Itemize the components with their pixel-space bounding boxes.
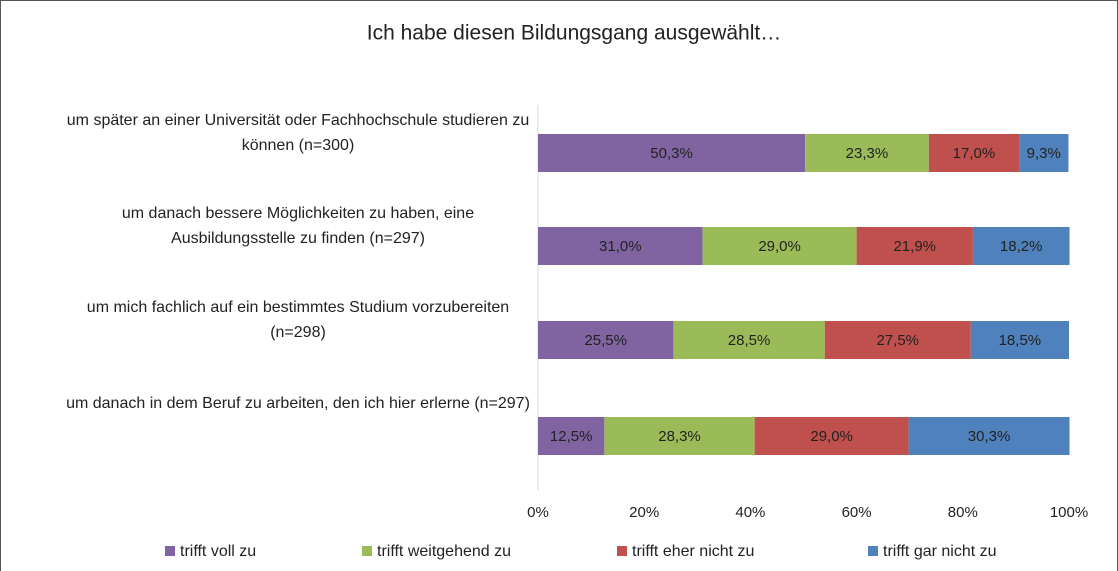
- bar-segment: [673, 321, 825, 359]
- category-label: um mich fachlich auf ein bestimmtes Stud…: [86, 299, 510, 341]
- data-label: 30,3%: [968, 428, 1011, 445]
- data-label: 27,5%: [876, 332, 919, 349]
- data-label: 21,9%: [893, 238, 936, 255]
- x-tick-label: 80%: [948, 504, 978, 521]
- data-label: 17,0%: [953, 145, 996, 162]
- legend-swatch: [868, 546, 878, 556]
- bar-segment: [928, 134, 1020, 172]
- x-tick-label: 60%: [842, 504, 872, 521]
- legend-label: trifft eher nicht zu: [632, 543, 754, 560]
- x-tick-label: 100%: [1050, 504, 1088, 521]
- data-label: 12,5%: [550, 428, 593, 445]
- x-tick-label: 40%: [735, 504, 765, 521]
- bar-segment: [908, 417, 1070, 455]
- bar-segment: [702, 227, 857, 265]
- legend-label: trifft voll zu: [180, 543, 256, 560]
- legend-label: trifft weitgehend zu: [377, 543, 511, 560]
- data-label: 23,3%: [846, 145, 889, 162]
- category-label: um danach in dem Beruf zu arbeiten, den …: [66, 395, 530, 412]
- data-label: 18,2%: [1000, 238, 1043, 255]
- legend-label: trifft gar nicht zu: [883, 543, 997, 560]
- bar-segment: [538, 227, 703, 265]
- legend-swatch: [362, 546, 372, 556]
- data-label: 28,3%: [658, 428, 701, 445]
- bar-segment: [538, 321, 674, 359]
- bar-segment: [824, 321, 971, 359]
- bar-segment: [604, 417, 755, 455]
- category-label: um danach bessere Möglichkeiten zu haben…: [121, 205, 475, 247]
- bar-segment: [805, 134, 929, 172]
- data-label: 28,5%: [728, 332, 771, 349]
- data-label: 29,0%: [810, 428, 853, 445]
- data-label: 18,5%: [999, 332, 1042, 349]
- legend-swatch: [617, 546, 627, 556]
- bar-segment: [538, 134, 806, 172]
- bar-segment: [972, 227, 1070, 265]
- chart-title: Ich habe diesen Bildungsgang ausgewählt…: [367, 22, 781, 45]
- x-tick-label: 0%: [527, 504, 549, 521]
- bar-segment: [856, 227, 973, 265]
- bar-segment: [538, 417, 605, 455]
- data-label: 50,3%: [650, 145, 693, 162]
- data-label: 9,3%: [1027, 145, 1061, 162]
- legend-swatch: [165, 546, 175, 556]
- x-tick-label: 20%: [629, 504, 659, 521]
- bar-segment: [754, 417, 909, 455]
- data-label: 31,0%: [599, 238, 642, 255]
- category-label: um später an einer Universität oder Fach…: [66, 112, 530, 154]
- data-label: 29,0%: [758, 238, 801, 255]
- bar-segment: [1019, 134, 1069, 172]
- data-label: 25,5%: [584, 332, 627, 349]
- bar-segment: [970, 321, 1069, 359]
